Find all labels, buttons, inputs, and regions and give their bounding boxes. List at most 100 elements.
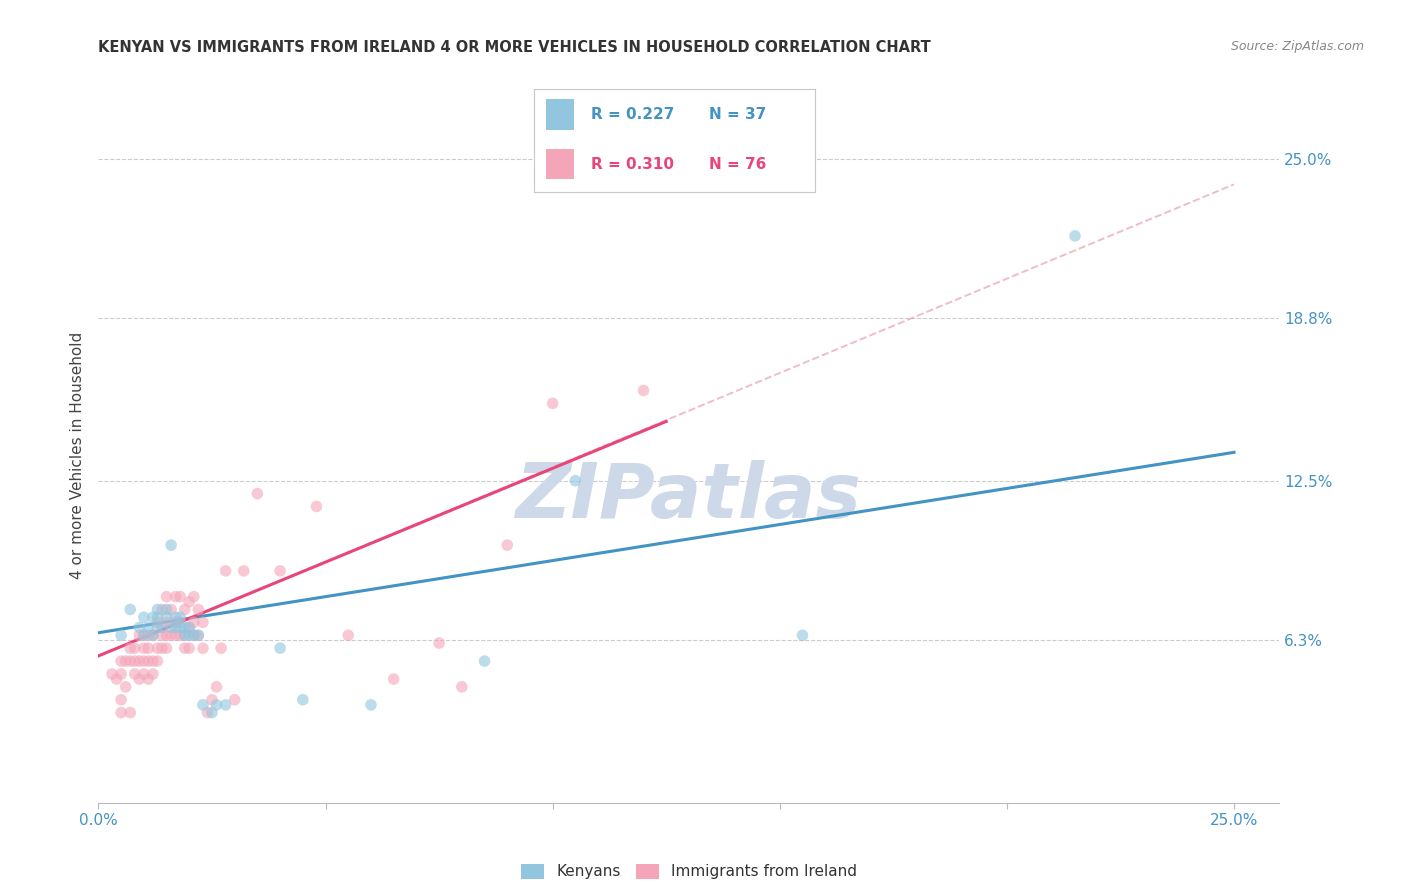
Point	[142, 628, 165, 642]
Point	[146, 602, 169, 616]
Point	[138, 654, 160, 668]
Text: N = 76: N = 76	[709, 157, 766, 171]
Point	[474, 654, 496, 668]
Point	[209, 641, 232, 656]
Point	[187, 628, 209, 642]
Point	[173, 641, 195, 656]
Point	[169, 621, 191, 635]
Point	[128, 628, 150, 642]
Point	[169, 628, 191, 642]
Point	[132, 641, 155, 656]
Point	[142, 667, 165, 681]
Point	[1064, 228, 1087, 243]
Point	[155, 628, 177, 642]
Point	[360, 698, 382, 712]
Point	[246, 486, 269, 500]
Point	[132, 628, 155, 642]
Point	[337, 628, 360, 642]
Point	[155, 610, 177, 624]
Point	[114, 680, 136, 694]
Bar	[546, 149, 574, 179]
Point	[146, 615, 169, 630]
Point	[110, 654, 132, 668]
Text: Source: ZipAtlas.com: Source: ZipAtlas.com	[1230, 40, 1364, 54]
Y-axis label: 4 or more Vehicles in Household: 4 or more Vehicles in Household	[69, 331, 84, 579]
Point	[138, 641, 160, 656]
Text: ZIPatlas: ZIPatlas	[516, 459, 862, 533]
Text: KENYAN VS IMMIGRANTS FROM IRELAND 4 OR MORE VEHICLES IN HOUSEHOLD CORRELATION CH: KENYAN VS IMMIGRANTS FROM IRELAND 4 OR M…	[98, 40, 931, 55]
Point	[633, 384, 655, 398]
Point	[224, 692, 246, 706]
Point	[173, 602, 195, 616]
Point	[165, 590, 187, 604]
Point	[187, 628, 209, 642]
Point	[201, 692, 224, 706]
Point	[132, 654, 155, 668]
Point	[291, 692, 314, 706]
Point	[128, 654, 150, 668]
Point	[214, 564, 236, 578]
Point	[165, 615, 187, 630]
Point	[169, 590, 191, 604]
Point	[269, 641, 291, 656]
Point	[142, 610, 165, 624]
Point	[187, 602, 209, 616]
Point	[179, 621, 201, 635]
Bar	[546, 99, 574, 130]
Point	[496, 538, 519, 552]
Point	[138, 672, 160, 686]
Point	[110, 706, 132, 720]
Point	[150, 602, 173, 616]
Point	[183, 615, 205, 630]
Point	[142, 654, 165, 668]
Point	[132, 667, 155, 681]
Point	[165, 621, 187, 635]
Point	[160, 628, 183, 642]
Point	[120, 706, 142, 720]
Point	[101, 667, 124, 681]
Point	[124, 667, 146, 681]
Point	[138, 628, 160, 642]
Legend: Kenyans, Immigrants from Ireland: Kenyans, Immigrants from Ireland	[515, 858, 863, 886]
Point	[197, 706, 219, 720]
Point	[173, 621, 195, 635]
Point	[155, 641, 177, 656]
Point	[792, 628, 814, 642]
Point	[128, 621, 150, 635]
Point	[155, 602, 177, 616]
Point	[214, 698, 236, 712]
Point	[179, 595, 201, 609]
Point	[427, 636, 450, 650]
Point	[132, 610, 155, 624]
Point	[160, 621, 183, 635]
Point	[173, 628, 195, 642]
Point	[183, 628, 205, 642]
Point	[269, 564, 291, 578]
Point	[155, 615, 177, 630]
Point	[120, 654, 142, 668]
Point	[382, 672, 405, 686]
Point	[179, 641, 201, 656]
Point	[160, 538, 183, 552]
Point	[564, 474, 586, 488]
Point	[541, 396, 564, 410]
Point	[305, 500, 328, 514]
Text: R = 0.310: R = 0.310	[591, 157, 673, 171]
Point	[132, 628, 155, 642]
Point	[114, 654, 136, 668]
Point	[110, 692, 132, 706]
Point	[160, 602, 183, 616]
Point	[179, 628, 201, 642]
Point	[150, 628, 173, 642]
Point	[169, 610, 191, 624]
Point	[138, 621, 160, 635]
Point	[179, 621, 201, 635]
Point	[128, 672, 150, 686]
Point	[191, 641, 214, 656]
Point	[169, 615, 191, 630]
Point	[142, 628, 165, 642]
Point	[120, 602, 142, 616]
Point	[110, 628, 132, 642]
Point	[150, 621, 173, 635]
Point	[205, 698, 228, 712]
